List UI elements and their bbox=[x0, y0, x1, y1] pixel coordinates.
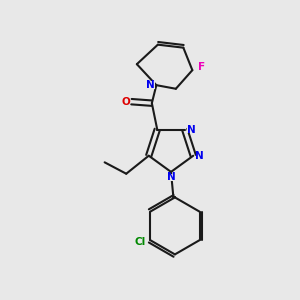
Text: F: F bbox=[198, 61, 205, 72]
Text: N: N bbox=[187, 124, 196, 135]
Bar bbox=[167, 173, 175, 181]
Bar bbox=[187, 126, 196, 133]
Text: N: N bbox=[196, 151, 204, 161]
Bar bbox=[134, 238, 146, 245]
Text: N: N bbox=[167, 172, 176, 182]
Text: Cl: Cl bbox=[134, 237, 145, 247]
Text: O: O bbox=[121, 97, 130, 107]
Bar bbox=[146, 81, 154, 89]
Bar bbox=[121, 98, 130, 105]
Bar bbox=[198, 63, 205, 70]
Bar bbox=[196, 152, 204, 160]
Text: N: N bbox=[146, 80, 155, 90]
